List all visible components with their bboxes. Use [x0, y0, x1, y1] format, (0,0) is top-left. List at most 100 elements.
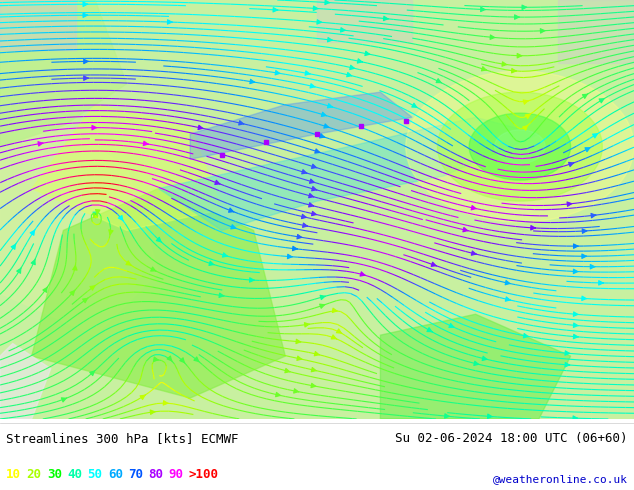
FancyArrowPatch shape — [481, 7, 486, 12]
Text: Su 02-06-2024 18:00 UTC (06+60): Su 02-06-2024 18:00 UTC (06+60) — [395, 432, 628, 445]
Circle shape — [495, 130, 545, 163]
FancyArrowPatch shape — [431, 262, 436, 267]
FancyArrowPatch shape — [325, 0, 330, 4]
FancyArrowPatch shape — [590, 265, 595, 269]
FancyArrowPatch shape — [565, 351, 570, 355]
FancyArrowPatch shape — [312, 187, 317, 191]
FancyArrowPatch shape — [16, 268, 22, 273]
FancyArrowPatch shape — [471, 205, 476, 210]
FancyArrowPatch shape — [320, 134, 325, 138]
FancyArrowPatch shape — [598, 281, 604, 285]
FancyArrowPatch shape — [582, 229, 587, 233]
Bar — [0, 0, 76, 50]
FancyArrowPatch shape — [384, 16, 388, 21]
FancyArrowPatch shape — [340, 27, 346, 32]
FancyArrowPatch shape — [296, 339, 301, 343]
Polygon shape — [32, 189, 285, 398]
FancyArrowPatch shape — [126, 261, 131, 266]
FancyArrowPatch shape — [151, 267, 156, 271]
Text: @weatheronline.co.uk: @weatheronline.co.uk — [493, 474, 628, 484]
FancyArrowPatch shape — [327, 103, 333, 108]
FancyArrowPatch shape — [109, 230, 113, 235]
FancyArrowPatch shape — [525, 114, 531, 119]
FancyArrowPatch shape — [250, 79, 255, 84]
FancyArrowPatch shape — [573, 312, 578, 317]
FancyArrowPatch shape — [83, 2, 87, 6]
FancyArrowPatch shape — [302, 223, 307, 227]
FancyArrowPatch shape — [73, 264, 77, 270]
FancyArrowPatch shape — [70, 290, 75, 295]
FancyArrowPatch shape — [273, 7, 278, 12]
FancyArrowPatch shape — [347, 73, 352, 77]
FancyArrowPatch shape — [488, 414, 492, 418]
FancyArrowPatch shape — [490, 35, 495, 39]
FancyArrowPatch shape — [569, 162, 574, 167]
FancyArrowPatch shape — [167, 356, 172, 362]
FancyArrowPatch shape — [311, 164, 317, 169]
FancyArrowPatch shape — [427, 328, 432, 332]
FancyArrowPatch shape — [314, 351, 320, 356]
FancyArrowPatch shape — [531, 225, 536, 230]
FancyArrowPatch shape — [285, 368, 290, 373]
Circle shape — [406, 71, 634, 222]
FancyArrowPatch shape — [297, 235, 302, 239]
FancyArrowPatch shape — [360, 272, 365, 276]
FancyArrowPatch shape — [310, 84, 315, 88]
FancyArrowPatch shape — [304, 322, 309, 327]
FancyArrowPatch shape — [358, 59, 363, 63]
Text: 20: 20 — [27, 468, 42, 481]
Polygon shape — [0, 0, 127, 147]
FancyArrowPatch shape — [331, 335, 337, 339]
FancyArrowPatch shape — [163, 401, 168, 405]
FancyArrowPatch shape — [84, 59, 88, 64]
Polygon shape — [32, 105, 222, 230]
FancyArrowPatch shape — [228, 208, 234, 212]
FancyArrowPatch shape — [502, 62, 507, 66]
FancyArrowPatch shape — [515, 15, 519, 19]
FancyArrowPatch shape — [275, 71, 280, 75]
Text: 90: 90 — [169, 468, 184, 481]
FancyArrowPatch shape — [223, 253, 228, 257]
FancyArrowPatch shape — [250, 278, 254, 282]
FancyArrowPatch shape — [573, 416, 578, 420]
Text: Streamlines 300 hPa [kts] ECMWF: Streamlines 300 hPa [kts] ECMWF — [6, 432, 239, 445]
FancyArrowPatch shape — [84, 76, 88, 80]
Text: 70: 70 — [128, 468, 143, 481]
FancyArrowPatch shape — [11, 244, 16, 249]
Polygon shape — [380, 314, 571, 419]
FancyArrowPatch shape — [573, 269, 578, 273]
FancyArrowPatch shape — [583, 94, 588, 98]
FancyArrowPatch shape — [582, 296, 586, 300]
Polygon shape — [0, 343, 51, 419]
FancyArrowPatch shape — [599, 98, 604, 103]
FancyArrowPatch shape — [311, 383, 316, 388]
Text: 40: 40 — [67, 468, 82, 481]
FancyArrowPatch shape — [287, 254, 292, 259]
FancyArrowPatch shape — [444, 414, 450, 418]
FancyArrowPatch shape — [593, 133, 598, 138]
Text: >100: >100 — [189, 468, 219, 481]
FancyArrowPatch shape — [90, 285, 95, 290]
FancyArrowPatch shape — [567, 202, 572, 206]
FancyArrowPatch shape — [311, 368, 316, 372]
FancyArrowPatch shape — [350, 65, 355, 70]
FancyArrowPatch shape — [215, 180, 220, 184]
FancyArrowPatch shape — [574, 244, 578, 248]
FancyArrowPatch shape — [198, 125, 203, 129]
Bar — [317, 0, 412, 42]
FancyArrowPatch shape — [524, 334, 528, 338]
FancyArrowPatch shape — [90, 370, 95, 376]
FancyArrowPatch shape — [474, 361, 479, 366]
FancyArrowPatch shape — [512, 69, 516, 73]
FancyArrowPatch shape — [92, 125, 96, 130]
FancyArrowPatch shape — [517, 53, 522, 58]
FancyArrowPatch shape — [209, 261, 214, 266]
FancyArrowPatch shape — [309, 179, 314, 183]
FancyArrowPatch shape — [321, 112, 327, 117]
FancyArrowPatch shape — [31, 259, 36, 265]
FancyArrowPatch shape — [38, 142, 43, 146]
FancyArrowPatch shape — [96, 210, 100, 215]
FancyArrowPatch shape — [540, 29, 545, 33]
FancyArrowPatch shape — [150, 410, 155, 415]
FancyArrowPatch shape — [505, 280, 510, 285]
